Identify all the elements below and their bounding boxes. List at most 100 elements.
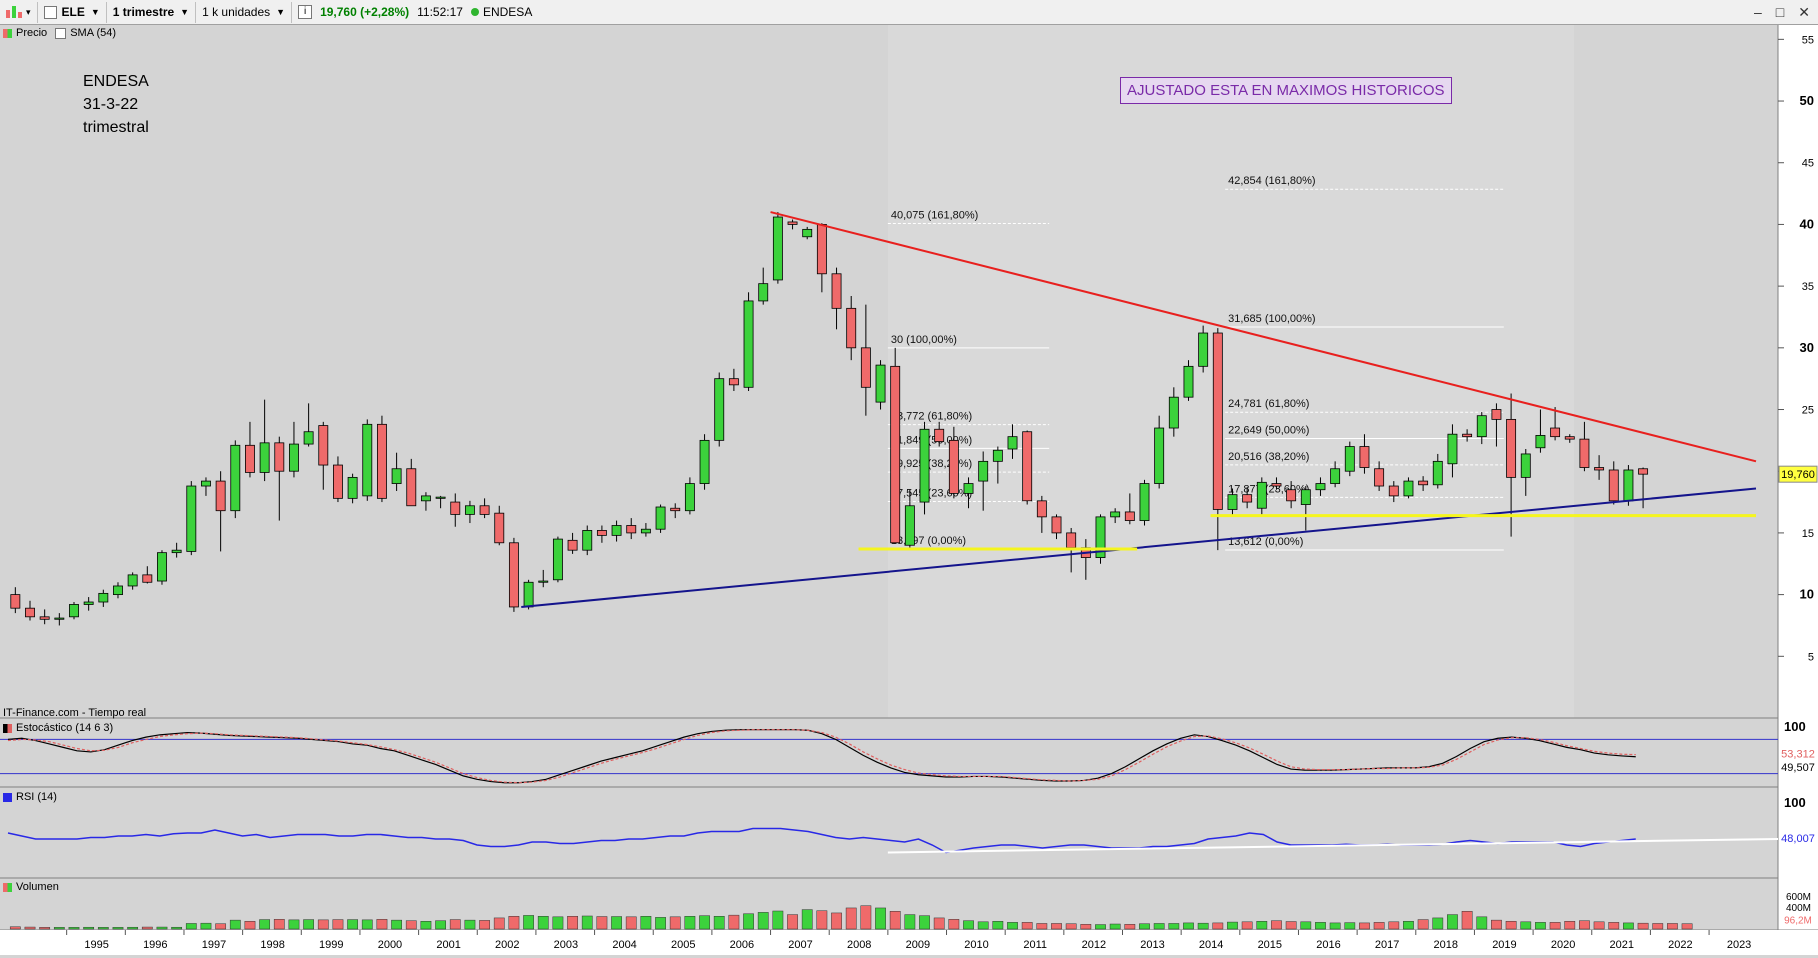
volume-bar: [1461, 911, 1473, 930]
volume-bar: [1432, 917, 1444, 930]
candle: [1036, 495, 1047, 533]
volume-title[interactable]: Volumen: [16, 881, 59, 893]
resistance-trendline: [770, 211, 1757, 463]
sma-label[interactable]: SMA (54): [70, 27, 117, 39]
volume-bar: [229, 919, 241, 930]
company-name: ENDESA: [482, 5, 533, 19]
candle: [1095, 514, 1106, 564]
volume-bar: [537, 916, 549, 930]
volume-bar: [127, 926, 139, 930]
period-label: 1 trimestre: [112, 5, 175, 19]
candle: [39, 609, 50, 625]
candle: [98, 589, 109, 607]
volume-bar: [1065, 923, 1077, 930]
y-tick-label: 40: [1800, 216, 1814, 231]
x-tick-label: 2015: [1258, 939, 1282, 951]
stoch-legend: Estocástico (14 6 3): [3, 722, 113, 734]
precio-label[interactable]: Precio: [16, 27, 48, 39]
chart-type-button[interactable]: ▾: [0, 1, 38, 23]
time-axis-bg: [0, 930, 1818, 955]
volume-bar: [728, 914, 740, 930]
candle: [376, 415, 387, 503]
price-legend: Precio SMA (54): [3, 27, 116, 39]
volume-bar: [141, 926, 153, 930]
candle: [1022, 430, 1033, 505]
volume-bar: [963, 920, 974, 930]
candle: [743, 292, 754, 392]
volume-bar: [1359, 922, 1370, 930]
volume-bar: [743, 913, 754, 930]
close-icon[interactable]: ✕: [1798, 4, 1810, 20]
candle: [406, 458, 417, 507]
candle: [171, 542, 182, 558]
chart-area: 40,075 (161,80%) 30 (100,00%) 23,772 (61,8…: [0, 25, 1818, 955]
volume-bar: [391, 919, 402, 930]
volume-bar: [1256, 920, 1268, 930]
units-selector[interactable]: 1 k unidades ▼: [196, 1, 293, 23]
x-tick-label: 2019: [1492, 939, 1516, 951]
volume-axis-label: 600M: [1786, 892, 1811, 903]
rsi-title[interactable]: RSI (14): [16, 791, 57, 803]
candle: [435, 495, 446, 509]
x-tick-label: 2016: [1316, 939, 1340, 951]
fib-level-label: 13,612 (0,00%): [1228, 536, 1303, 548]
stoch-d-value: 53,312: [1781, 749, 1815, 761]
candle: [1608, 461, 1619, 505]
x-tick-label: 2012: [1082, 939, 1106, 951]
status-dot-icon: [470, 8, 479, 16]
volume-bar: [845, 907, 857, 930]
y-tick-label: 45: [1802, 158, 1814, 170]
candle: [230, 440, 241, 519]
candle: [289, 421, 299, 478]
volume-bar: [1212, 922, 1224, 930]
volume-bar: [156, 926, 168, 930]
candle: [83, 597, 94, 611]
stoch-title[interactable]: Estocástico (14 6 3): [16, 722, 114, 734]
volume-bar: [420, 920, 432, 930]
sma-swatch-icon: [55, 27, 67, 39]
volume-bar: [200, 922, 212, 930]
symbol-selector[interactable]: ELE ▼: [38, 1, 107, 23]
candle: [552, 536, 563, 583]
fib-level-label: 20,516 (38,20%): [1228, 451, 1309, 463]
minimize-icon[interactable]: –: [1754, 4, 1762, 20]
candle: [626, 518, 637, 540]
candle: [582, 525, 593, 556]
candle: [274, 436, 285, 521]
candle: [699, 434, 710, 490]
x-tick-label: 2000: [378, 939, 402, 951]
volume-bar: [1549, 922, 1561, 930]
volume-bar: [772, 910, 784, 930]
volume-bar: [1476, 916, 1488, 930]
volume-bar: [317, 919, 329, 930]
volume-bar: [669, 916, 681, 930]
rsi-legend: RSI (14): [3, 791, 57, 803]
candle: [978, 451, 989, 511]
candle: [1110, 508, 1121, 524]
volume-value-box: [1779, 913, 1817, 926]
volume-bar: [464, 919, 476, 930]
volume-bar: [1447, 914, 1458, 930]
fib-level-label: 42,854 (161,80%): [1228, 175, 1315, 187]
volume-bar: [1403, 920, 1414, 930]
candle: [567, 532, 578, 554]
maximize-icon[interactable]: □: [1775, 4, 1785, 20]
rsi-axis-label: 100: [1784, 795, 1806, 810]
volume-bar: [831, 912, 842, 930]
annotation-box: AJUSTADO ESTA EN MAXIMOS HISTORICOS: [1120, 77, 1452, 104]
volume-bar: [1593, 921, 1605, 930]
volume-bar: [53, 927, 65, 930]
volume-bar: [1285, 921, 1297, 930]
candle: [787, 219, 798, 230]
period-selector[interactable]: 1 trimestre ▼: [107, 1, 197, 23]
y-tick-label: 10: [1800, 587, 1814, 602]
volume-bar: [508, 916, 520, 930]
current-price-label: 19,760: [1781, 469, 1815, 481]
rsi-value-box: [1779, 831, 1817, 845]
volume-swatch-icon: [3, 882, 12, 892]
info-icon[interactable]: i: [298, 5, 313, 19]
candle: [890, 347, 901, 544]
volume-bar: [1095, 924, 1106, 930]
candle: [69, 602, 79, 620]
volume-bar: [83, 926, 95, 930]
